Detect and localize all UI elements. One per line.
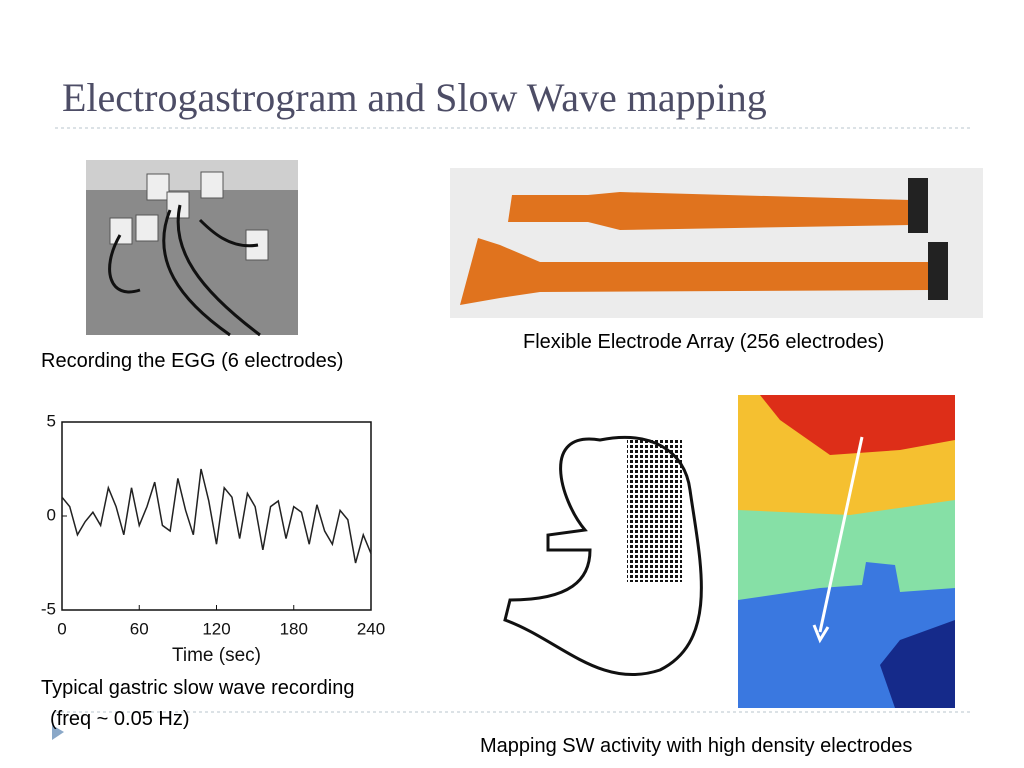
electrode-array-photo [450, 168, 983, 318]
x-axis-label: Time (sec) [172, 645, 261, 666]
x-tick-label: 240 [357, 619, 385, 638]
plot-frame [61, 421, 372, 611]
caption: Recording the EGG (6 electrodes) [41, 350, 344, 372]
stomach-diagram [503, 435, 703, 677]
activation-map [738, 395, 955, 708]
data-line [61, 468, 372, 564]
y-tick-label: 0 [47, 505, 56, 524]
x-tick-label: 0 [57, 619, 66, 638]
x-tick-label: 120 [202, 619, 230, 638]
caption: Typical gastric slow wave recording [41, 677, 355, 699]
caption: (freq ~ 0.05 Hz) [50, 708, 190, 730]
caption: Flexible Electrode Array (256 electrodes… [523, 331, 885, 353]
x-tick-label: 60 [130, 619, 149, 638]
caption: Mapping SW activity with high density el… [480, 735, 913, 757]
y-tick-label: 5 [47, 411, 56, 430]
x-tick-label: 180 [280, 619, 308, 638]
bullet-icon [52, 725, 64, 740]
slide-title: Electrogastrogram and Slow Wave mapping [62, 75, 767, 120]
egg-photo [86, 160, 298, 337]
y-tick-label: -5 [41, 599, 56, 618]
